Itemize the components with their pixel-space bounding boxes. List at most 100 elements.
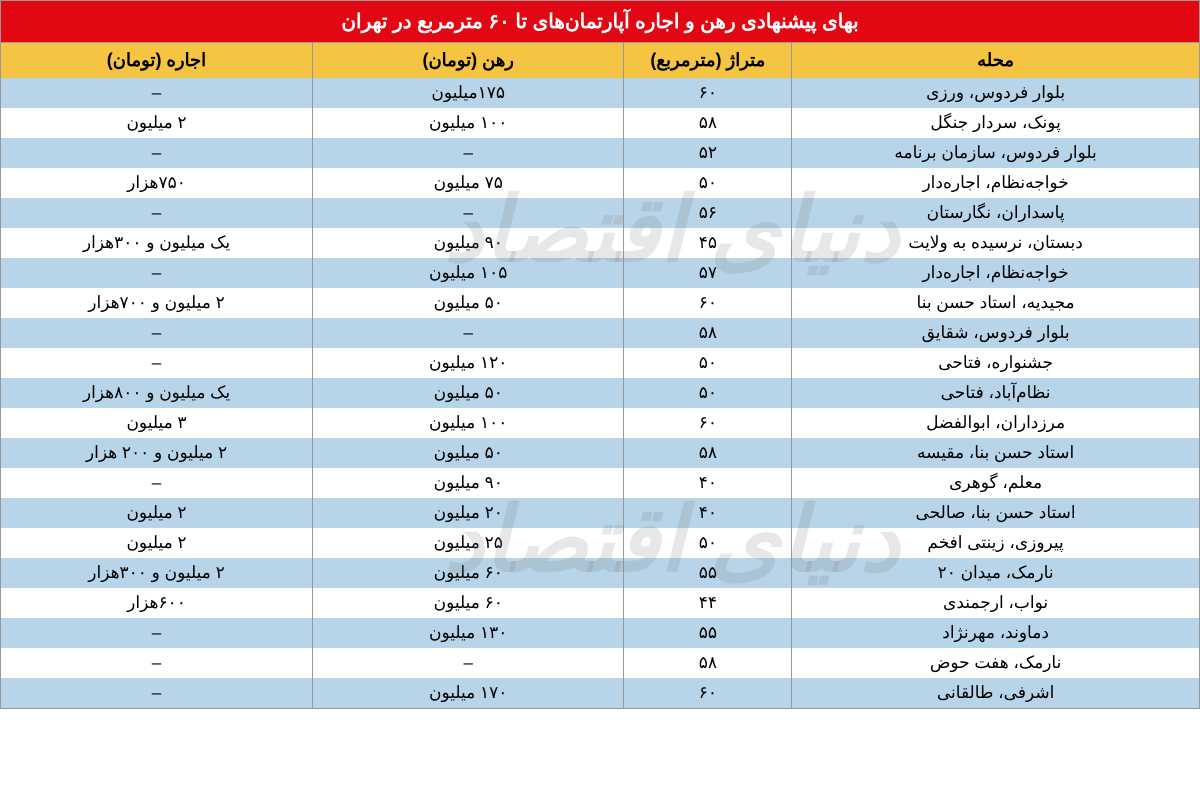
cell-neighborhood: اشرفی، طالقانی bbox=[792, 678, 1199, 708]
table-row: نظام‌آباد، فتاحی۵۰۵۰ میلیونیک میلیون و ۸… bbox=[1, 378, 1199, 408]
cell-neighborhood: استاد حسن بنا، مقیسه bbox=[792, 438, 1199, 468]
cell-rent: یک میلیون و ۳۰۰هزار bbox=[1, 228, 313, 258]
cell-area: ۶۰ bbox=[624, 78, 792, 108]
table-row: نارمک، هفت حوض۵۸–– bbox=[1, 648, 1199, 678]
cell-area: ۵۲ bbox=[624, 138, 792, 168]
cell-area: ۶۰ bbox=[624, 288, 792, 318]
cell-neighborhood: دبستان، نرسیده به ولایت bbox=[792, 228, 1199, 258]
cell-area: ۵۵ bbox=[624, 618, 792, 648]
table-row: پاسداران، نگارستان۵۶–– bbox=[1, 198, 1199, 228]
cell-deposit: ۱۲۰ میلیون bbox=[313, 348, 624, 378]
cell-rent: – bbox=[1, 678, 313, 708]
cell-neighborhood: پاسداران، نگارستان bbox=[792, 198, 1199, 228]
cell-neighborhood: مرزداران، ابوالفضل bbox=[792, 408, 1199, 438]
cell-neighborhood: معلم، گوهری bbox=[792, 468, 1199, 498]
col-header-area: متراژ (مترمربع) bbox=[624, 43, 792, 78]
cell-rent: – bbox=[1, 648, 313, 678]
cell-area: ۵۸ bbox=[624, 438, 792, 468]
cell-deposit: ۲۰ میلیون bbox=[313, 498, 624, 528]
cell-area: ۶۰ bbox=[624, 678, 792, 708]
table-row: بلوار فردوس، سازمان برنامه۵۲–– bbox=[1, 138, 1199, 168]
cell-deposit: ۱۰۵ میلیون bbox=[313, 258, 624, 288]
cell-deposit: ۷۵ میلیون bbox=[313, 168, 624, 198]
cell-neighborhood: بلوار فردوس، ورزی bbox=[792, 78, 1199, 108]
table-row: دماوند، مهرنژاد۵۵۱۳۰ میلیون– bbox=[1, 618, 1199, 648]
cell-area: ۴۰ bbox=[624, 468, 792, 498]
cell-deposit: – bbox=[313, 138, 624, 168]
cell-rent: ۲ میلیون bbox=[1, 528, 313, 558]
cell-neighborhood: نظام‌آباد، فتاحی bbox=[792, 378, 1199, 408]
table-row: مرزداران، ابوالفضل۶۰۱۰۰ میلیون۳ میلیون bbox=[1, 408, 1199, 438]
cell-rent: – bbox=[1, 348, 313, 378]
cell-area: ۵۰ bbox=[624, 348, 792, 378]
cell-area: ۵۸ bbox=[624, 648, 792, 678]
cell-deposit: ۱۳۰ میلیون bbox=[313, 618, 624, 648]
table-row: جشنواره، فتاحی۵۰۱۲۰ میلیون– bbox=[1, 348, 1199, 378]
cell-neighborhood: خواجه‌نظام، اجاره‌دار bbox=[792, 168, 1199, 198]
col-header-rent: اجاره (تومان) bbox=[1, 43, 313, 78]
col-header-deposit: رهن (تومان) bbox=[313, 43, 624, 78]
cell-deposit: ۶۰ میلیون bbox=[313, 558, 624, 588]
cell-deposit: ۹۰ میلیون bbox=[313, 228, 624, 258]
cell-rent: ۶۰۰هزار bbox=[1, 588, 313, 618]
cell-deposit: – bbox=[313, 318, 624, 348]
cell-rent: ۳ میلیون bbox=[1, 408, 313, 438]
cell-neighborhood: نارمک، میدان ۲۰ bbox=[792, 558, 1199, 588]
cell-area: ۵۷ bbox=[624, 258, 792, 288]
cell-area: ۴۵ bbox=[624, 228, 792, 258]
cell-neighborhood: بلوار فردوس، سازمان برنامه bbox=[792, 138, 1199, 168]
table-row: خواجه‌نظام، اجاره‌دار۵۰۷۵ میلیون۷۵۰هزار bbox=[1, 168, 1199, 198]
cell-area: ۵۶ bbox=[624, 198, 792, 228]
cell-rent: ۲ میلیون و ۷۰۰هزار bbox=[1, 288, 313, 318]
table-row: استاد حسن بنا، صالحی۴۰۲۰ میلیون۲ میلیون bbox=[1, 498, 1199, 528]
table-row: پونک، سردار جنگل۵۸۱۰۰ میلیون۲ میلیون bbox=[1, 108, 1199, 138]
cell-area: ۵۸ bbox=[624, 108, 792, 138]
cell-area: ۶۰ bbox=[624, 408, 792, 438]
table-row: خواجه‌نظام، اجاره‌دار۵۷۱۰۵ میلیون– bbox=[1, 258, 1199, 288]
cell-deposit: ۵۰ میلیون bbox=[313, 438, 624, 468]
cell-neighborhood: جشنواره، فتاحی bbox=[792, 348, 1199, 378]
cell-area: ۵۵ bbox=[624, 558, 792, 588]
cell-deposit: – bbox=[313, 198, 624, 228]
table-row: اشرفی، طالقانی۶۰۱۷۰ میلیون– bbox=[1, 678, 1199, 708]
cell-deposit: – bbox=[313, 648, 624, 678]
table-row: مجیدیه، استاد حسن بنا۶۰۵۰ میلیون۲ میلیون… bbox=[1, 288, 1199, 318]
cell-area: ۴۴ bbox=[624, 588, 792, 618]
cell-rent: ۷۵۰هزار bbox=[1, 168, 313, 198]
cell-deposit: ۱۰۰ میلیون bbox=[313, 108, 624, 138]
table-header-row: محله متراژ (مترمربع) رهن (تومان) اجاره (… bbox=[1, 43, 1199, 78]
cell-area: ۵۰ bbox=[624, 168, 792, 198]
cell-rent: – bbox=[1, 198, 313, 228]
cell-area: ۵۸ bbox=[624, 318, 792, 348]
cell-rent: – bbox=[1, 318, 313, 348]
cell-neighborhood: نارمک، هفت حوض bbox=[792, 648, 1199, 678]
cell-rent: – bbox=[1, 258, 313, 288]
cell-neighborhood: پونک، سردار جنگل bbox=[792, 108, 1199, 138]
table-row: نواب، ارجمندی۴۴۶۰ میلیون۶۰۰هزار bbox=[1, 588, 1199, 618]
table-row: بلوار فردوس، شقایق۵۸–– bbox=[1, 318, 1199, 348]
cell-area: ۴۰ bbox=[624, 498, 792, 528]
cell-area: ۵۰ bbox=[624, 528, 792, 558]
cell-deposit: ۱۰۰ میلیون bbox=[313, 408, 624, 438]
table-row: معلم، گوهری۴۰۹۰ میلیون– bbox=[1, 468, 1199, 498]
cell-rent: ۲ میلیون bbox=[1, 498, 313, 528]
cell-rent: – bbox=[1, 138, 313, 168]
table-row: دبستان، نرسیده به ولایت۴۵۹۰ میلیونیک میل… bbox=[1, 228, 1199, 258]
cell-neighborhood: استاد حسن بنا، صالحی bbox=[792, 498, 1199, 528]
table-body: بلوار فردوس، ورزی۶۰۱۷۵میلیون–پونک، سردار… bbox=[1, 78, 1199, 708]
cell-rent: – bbox=[1, 468, 313, 498]
col-header-neighborhood: محله bbox=[792, 43, 1199, 78]
price-table-container: بهای پیشنهادی رهن و اجاره آپارتمان‌های ت… bbox=[0, 0, 1200, 709]
cell-deposit: ۵۰ میلیون bbox=[313, 288, 624, 318]
cell-rent: – bbox=[1, 618, 313, 648]
cell-neighborhood: خواجه‌نظام، اجاره‌دار bbox=[792, 258, 1199, 288]
cell-deposit: ۱۷۵میلیون bbox=[313, 78, 624, 108]
cell-rent: ۲ میلیون و ۲۰۰ هزار bbox=[1, 438, 313, 468]
cell-rent: ۲ میلیون bbox=[1, 108, 313, 138]
cell-rent: یک میلیون و ۸۰۰هزار bbox=[1, 378, 313, 408]
price-table: محله متراژ (مترمربع) رهن (تومان) اجاره (… bbox=[1, 43, 1199, 708]
cell-neighborhood: پیروزی، زینتی افخم bbox=[792, 528, 1199, 558]
cell-deposit: ۹۰ میلیون bbox=[313, 468, 624, 498]
cell-deposit: ۱۷۰ میلیون bbox=[313, 678, 624, 708]
cell-rent: ۲ میلیون و ۳۰۰هزار bbox=[1, 558, 313, 588]
